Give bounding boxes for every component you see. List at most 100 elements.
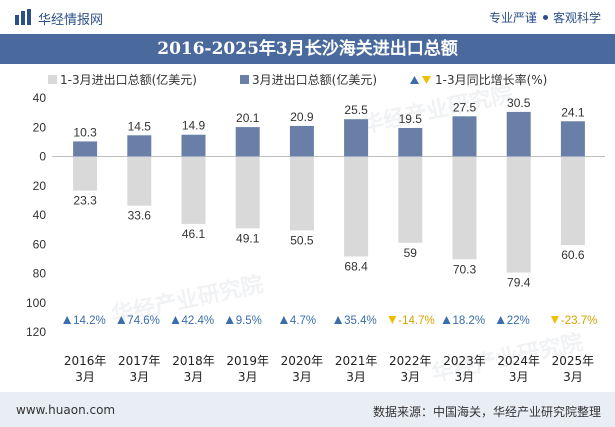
growth-up-arrow-icon — [171, 316, 180, 324]
data-label-march: 20.1 — [236, 111, 260, 125]
y-tick-label: 20 — [33, 179, 47, 193]
x-tick-label: 2021年 — [335, 354, 378, 368]
growth-label: 9.5% — [236, 315, 262, 327]
data-label-march: 14.5 — [128, 119, 152, 133]
bar-march — [506, 111, 531, 157]
x-tick-label: 2017年 — [118, 354, 161, 368]
growth-down-arrow-icon — [550, 316, 559, 324]
data-label-cumulative: 70.3 — [453, 262, 477, 276]
x-tick-label: 3月 — [184, 370, 204, 384]
bar-march — [398, 127, 423, 157]
chart-area: 1-3月进出口总额(亿美元) 3月进出口总额(亿美元) 1-3月同比增长率(%) 40… — [26, 72, 605, 384]
growth-label: 18.2% — [453, 315, 486, 327]
x-tick-label: 3月 — [563, 370, 583, 384]
y-tick-label: 120 — [26, 325, 46, 339]
growth-label: 74.6% — [127, 315, 160, 327]
data-label-march: 25.5 — [344, 103, 368, 117]
chart-title: 2016-2025年3月长沙海关进出口总额 — [0, 34, 615, 64]
growth-label: 14.2% — [73, 315, 106, 327]
growth-down-arrow-icon — [388, 316, 397, 324]
legend-label-2: 1-3月同比增长率(%) — [435, 72, 547, 87]
y-tick-label: 60 — [33, 237, 47, 251]
y-tick-label: 0 — [39, 150, 46, 164]
x-tick-label: 2025年 — [552, 354, 595, 368]
y-tick-label: 20 — [33, 120, 47, 134]
bar-cumulative — [127, 156, 152, 206]
bar-march — [560, 121, 585, 157]
data-label-cumulative: 46.1 — [182, 227, 206, 241]
bar-march — [344, 119, 369, 157]
slogan-dot-icon — [542, 15, 548, 20]
growth-label: 42.4% — [182, 315, 215, 327]
data-label-march: 20.9 — [290, 110, 314, 124]
growth-label: 35.4% — [344, 315, 377, 327]
legend-label-0: 1-3月进出口总额(亿美元) — [60, 72, 197, 87]
growth-label: -14.7% — [398, 315, 434, 327]
legend-swatch-1 — [240, 75, 249, 84]
data-label-march: 27.5 — [453, 100, 477, 114]
data-label-march: 10.3 — [73, 125, 97, 139]
x-tick-label: 3月 — [75, 370, 95, 384]
growth-up-arrow-icon — [496, 316, 505, 324]
data-label-cumulative: 60.6 — [561, 248, 585, 262]
x-tick-label: 3月 — [509, 370, 529, 384]
legend-down-arrow-icon — [422, 76, 431, 84]
x-tick-label: 2019年 — [226, 354, 269, 368]
bar-march — [73, 141, 98, 157]
footer-url[interactable]: www.huaon.com — [16, 403, 116, 417]
x-tick-label: 2016年 — [64, 354, 107, 368]
data-label-cumulative: 59 — [404, 246, 418, 260]
legend-up-arrow-icon — [410, 76, 419, 84]
x-tick-label: 3月 — [292, 370, 312, 384]
bar-march — [181, 134, 206, 157]
bar-march — [235, 127, 260, 157]
bar-march — [127, 135, 152, 157]
data-label-march: 30.5 — [507, 96, 531, 110]
legend-label-1: 3月进出口总额(亿美元) — [252, 72, 377, 87]
footer: www.huaon.com 数据来源：中国海关，华经产业研究院整理 — [0, 392, 615, 427]
growth-up-arrow-icon — [225, 316, 234, 324]
slogan: 专业严谨 客观科学 — [489, 9, 601, 26]
x-tick-label: 3月 — [238, 370, 258, 384]
data-label-cumulative: 50.5 — [290, 233, 314, 247]
growth-up-arrow-icon — [63, 316, 72, 324]
x-tick-label: 3月 — [346, 370, 366, 384]
growth-up-arrow-icon — [117, 316, 126, 324]
bar-cumulative — [289, 156, 314, 231]
bar-cumulative — [181, 156, 206, 224]
top-bar: 华经情报网 专业严谨 客观科学 — [0, 0, 615, 34]
growth-up-arrow-icon — [442, 316, 451, 324]
x-tick-label: 3月 — [129, 370, 149, 384]
growth-up-arrow-icon — [279, 316, 288, 324]
data-label-cumulative: 79.4 — [507, 276, 531, 290]
data-label-march: 24.1 — [561, 105, 585, 119]
x-tick-label: 2024年 — [497, 354, 540, 368]
data-label-march: 14.9 — [182, 119, 206, 133]
x-tick-label: 3月 — [455, 370, 475, 384]
growth-label: 22% — [507, 315, 530, 327]
brand-name: 华经情报网 — [38, 13, 104, 28]
bar-march — [289, 125, 314, 157]
growth-up-arrow-icon — [334, 316, 343, 324]
data-label-march: 19.5 — [399, 112, 423, 126]
y-tick-label: 80 — [33, 267, 47, 281]
growth-label: -23.7% — [561, 315, 597, 327]
data-label-cumulative: 49.1 — [236, 231, 260, 245]
slogan-right: 客观科学 — [552, 11, 601, 25]
slogan-left: 专业严谨 — [488, 11, 537, 25]
bar-cumulative — [73, 156, 98, 191]
y-tick-label: 40 — [33, 91, 47, 105]
bar-cumulative — [398, 156, 423, 243]
y-tick-label: 40 — [33, 208, 47, 222]
x-tick-label: 2020年 — [281, 354, 324, 368]
bar-cumulative — [506, 156, 531, 273]
bar-cumulative — [560, 156, 585, 246]
bar-cumulative — [235, 156, 260, 229]
x-tick-label: 2018年 — [172, 354, 215, 368]
growth-label: 4.7% — [290, 315, 316, 327]
y-tick-label: 100 — [26, 296, 46, 310]
data-label-cumulative: 68.4 — [344, 260, 368, 274]
bar-cumulative — [344, 156, 369, 257]
footer-source: 数据来源：中国海关，华经产业研究院整理 — [372, 405, 601, 419]
legend-swatch-0 — [48, 75, 57, 84]
